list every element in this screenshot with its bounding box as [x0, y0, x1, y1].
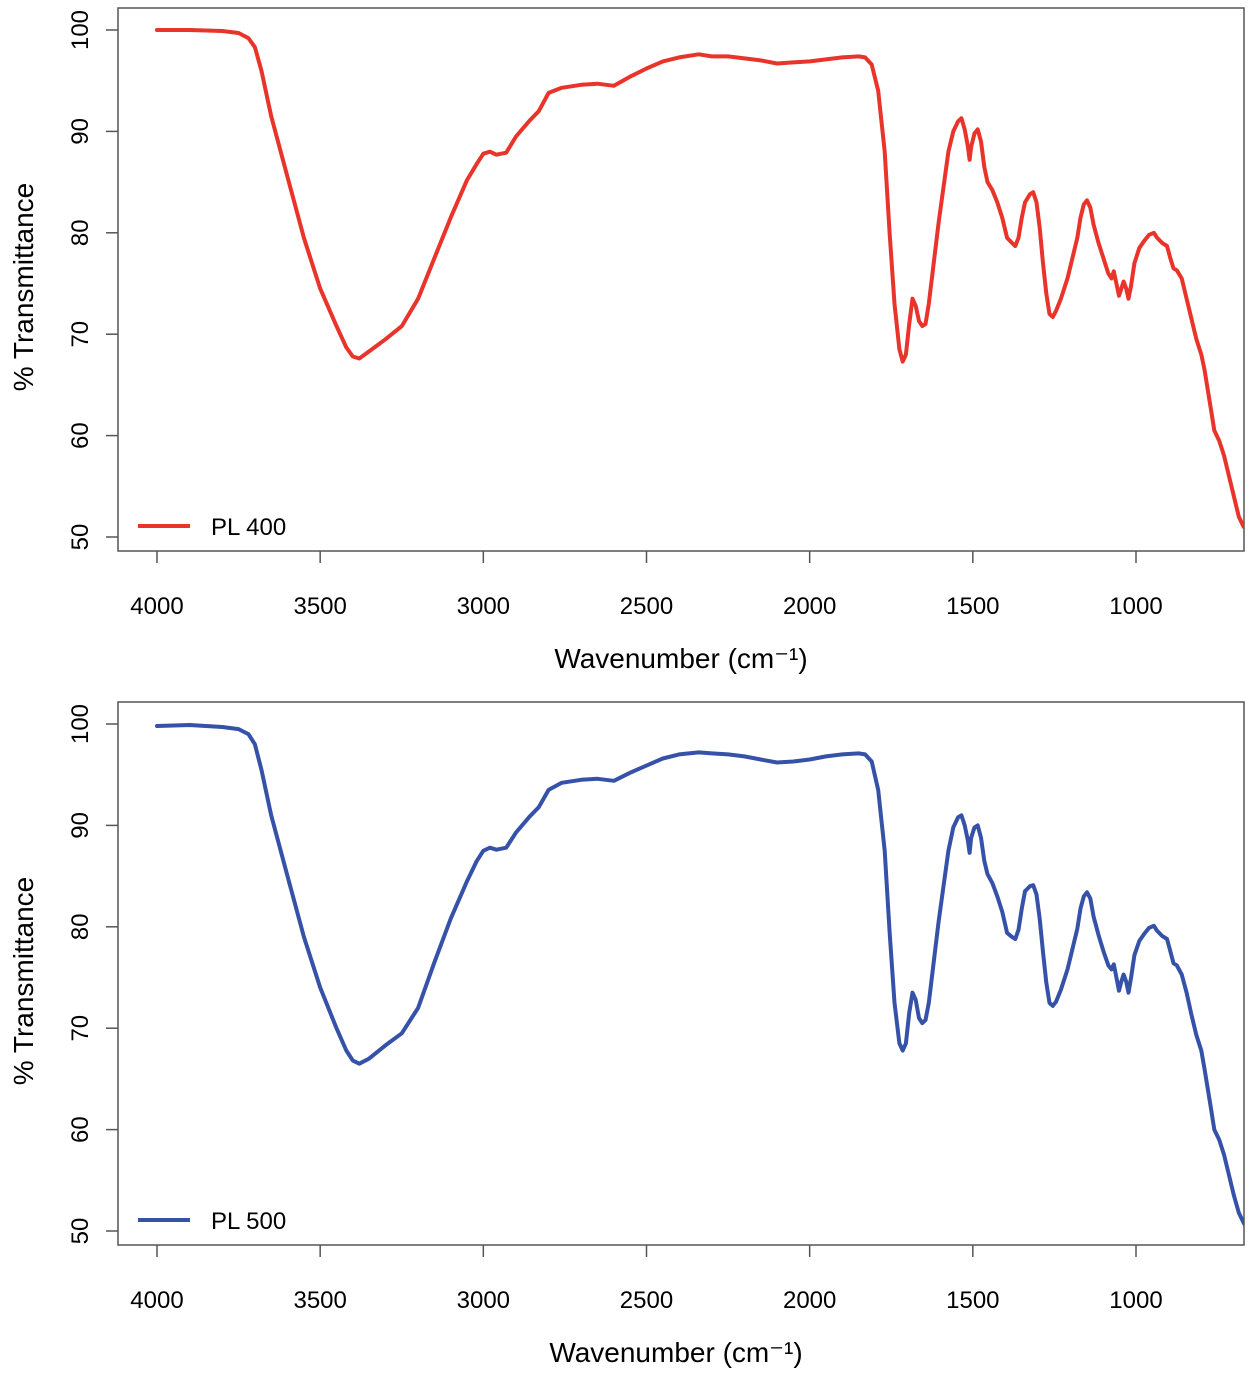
y-axis-title: % Transmittance — [8, 183, 39, 392]
y-tick-label-60: 60 — [67, 422, 94, 449]
x-tick-label-3500: 3500 — [293, 1287, 346, 1314]
plot-frame — [117, 701, 1245, 1246]
y-tick-label-80: 80 — [67, 913, 94, 940]
y-tick-label-100: 100 — [67, 10, 94, 50]
x-tick-label-4000: 4000 — [130, 593, 183, 620]
y-tick-label-90: 90 — [67, 812, 94, 839]
x-tick-label-1000: 1000 — [1109, 1287, 1162, 1314]
x-tick-label-3500: 3500 — [293, 593, 346, 620]
x-tick-label-2000: 2000 — [783, 593, 836, 620]
y-tick-label-100: 100 — [67, 704, 94, 744]
x-axis-title: Wavenumber (cm⁻¹) — [554, 643, 807, 674]
series-line-pl-500 — [155, 723, 1244, 1228]
x-tick-label-3000: 3000 — [457, 1287, 510, 1314]
y-tick-label-80: 80 — [67, 219, 94, 246]
x-tick-label-1500: 1500 — [946, 593, 999, 620]
y-axis-title: % Transmittance — [8, 877, 39, 1086]
chart-panel-pl500: 4000 3500 3000 2500 2000 1500 1000 50 60 70 80 90 1… — [0, 694, 1250, 1382]
x-tick-label-1000: 1000 — [1109, 593, 1162, 620]
x-tick-label-2500: 2500 — [620, 1287, 673, 1314]
legend-label-pl400: PL 400 — [211, 514, 286, 541]
y-tick-label-50: 50 — [67, 1218, 94, 1245]
legend-label-pl500: PL 500 — [211, 1208, 286, 1235]
legend: PL 500 — [138, 1208, 286, 1235]
x-tick-label-1500: 1500 — [946, 1287, 999, 1314]
y-tick-label-60: 60 — [67, 1116, 94, 1143]
chart-panel-pl400: 4000 3500 3000 2500 2000 1500 1000 50 60 70 80 90 1… — [0, 0, 1250, 688]
ftir-chart-pl500: 4000 3500 3000 2500 2000 1500 1000 50 60 70 80 90 1… — [8, 701, 1245, 1368]
y-tick-label-90: 90 — [67, 118, 94, 145]
legend: PL 400 — [138, 514, 286, 541]
x-tick-label-3000: 3000 — [457, 593, 510, 620]
y-tick-label-50: 50 — [67, 524, 94, 551]
x-tick-label-4000: 4000 — [130, 1287, 183, 1314]
series-line-pl-400 — [155, 28, 1244, 531]
x-tick-label-2000: 2000 — [783, 1287, 836, 1314]
ftir-chart-pl400: 4000 3500 3000 2500 2000 1500 1000 50 60 70 80 90 1… — [8, 7, 1245, 674]
x-tick-label-2500: 2500 — [620, 593, 673, 620]
plot-frame — [117, 7, 1245, 552]
y-tick-label-70: 70 — [67, 1015, 94, 1042]
y-tick-label-70: 70 — [67, 321, 94, 348]
x-axis-title: Wavenumber (cm⁻¹) — [549, 1337, 802, 1368]
